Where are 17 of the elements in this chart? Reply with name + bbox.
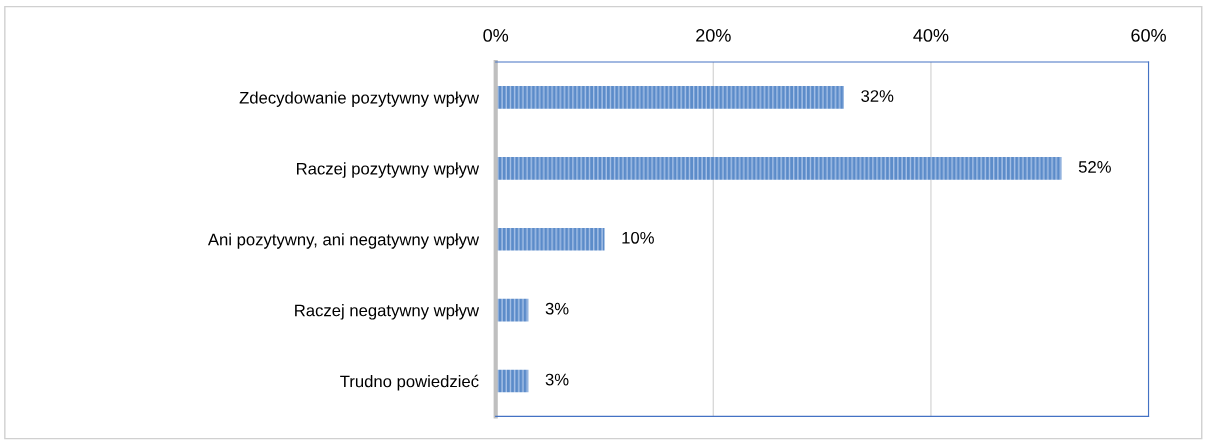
bar bbox=[495, 86, 844, 109]
bar bbox=[495, 157, 1062, 180]
x-tick-label: 40% bbox=[913, 29, 949, 42]
y-tick-label: Ani pozytywny, ani negatywny wpływ bbox=[207, 233, 480, 249]
data-label: 10% bbox=[622, 231, 654, 244]
y-tick-label: Trudno powiedzieć bbox=[340, 374, 479, 391]
x-tick-label: 20% bbox=[696, 29, 731, 42]
y-tick-label: Raczej negatywny wpływ bbox=[295, 304, 480, 320]
x-tick-label: 0% bbox=[483, 29, 509, 42]
bar bbox=[495, 227, 605, 251]
data-label: 3% bbox=[545, 302, 569, 315]
data-label: 52% bbox=[1078, 161, 1111, 173]
data-label: 3% bbox=[545, 373, 569, 386]
y-tick-label: Raczej pozytywny wpływ bbox=[297, 162, 480, 178]
data-label: 32% bbox=[861, 90, 894, 102]
y-tick-label: Zdecydowanie pozytywny wpływ bbox=[239, 91, 480, 107]
x-tick-label: 60% bbox=[1131, 29, 1166, 42]
